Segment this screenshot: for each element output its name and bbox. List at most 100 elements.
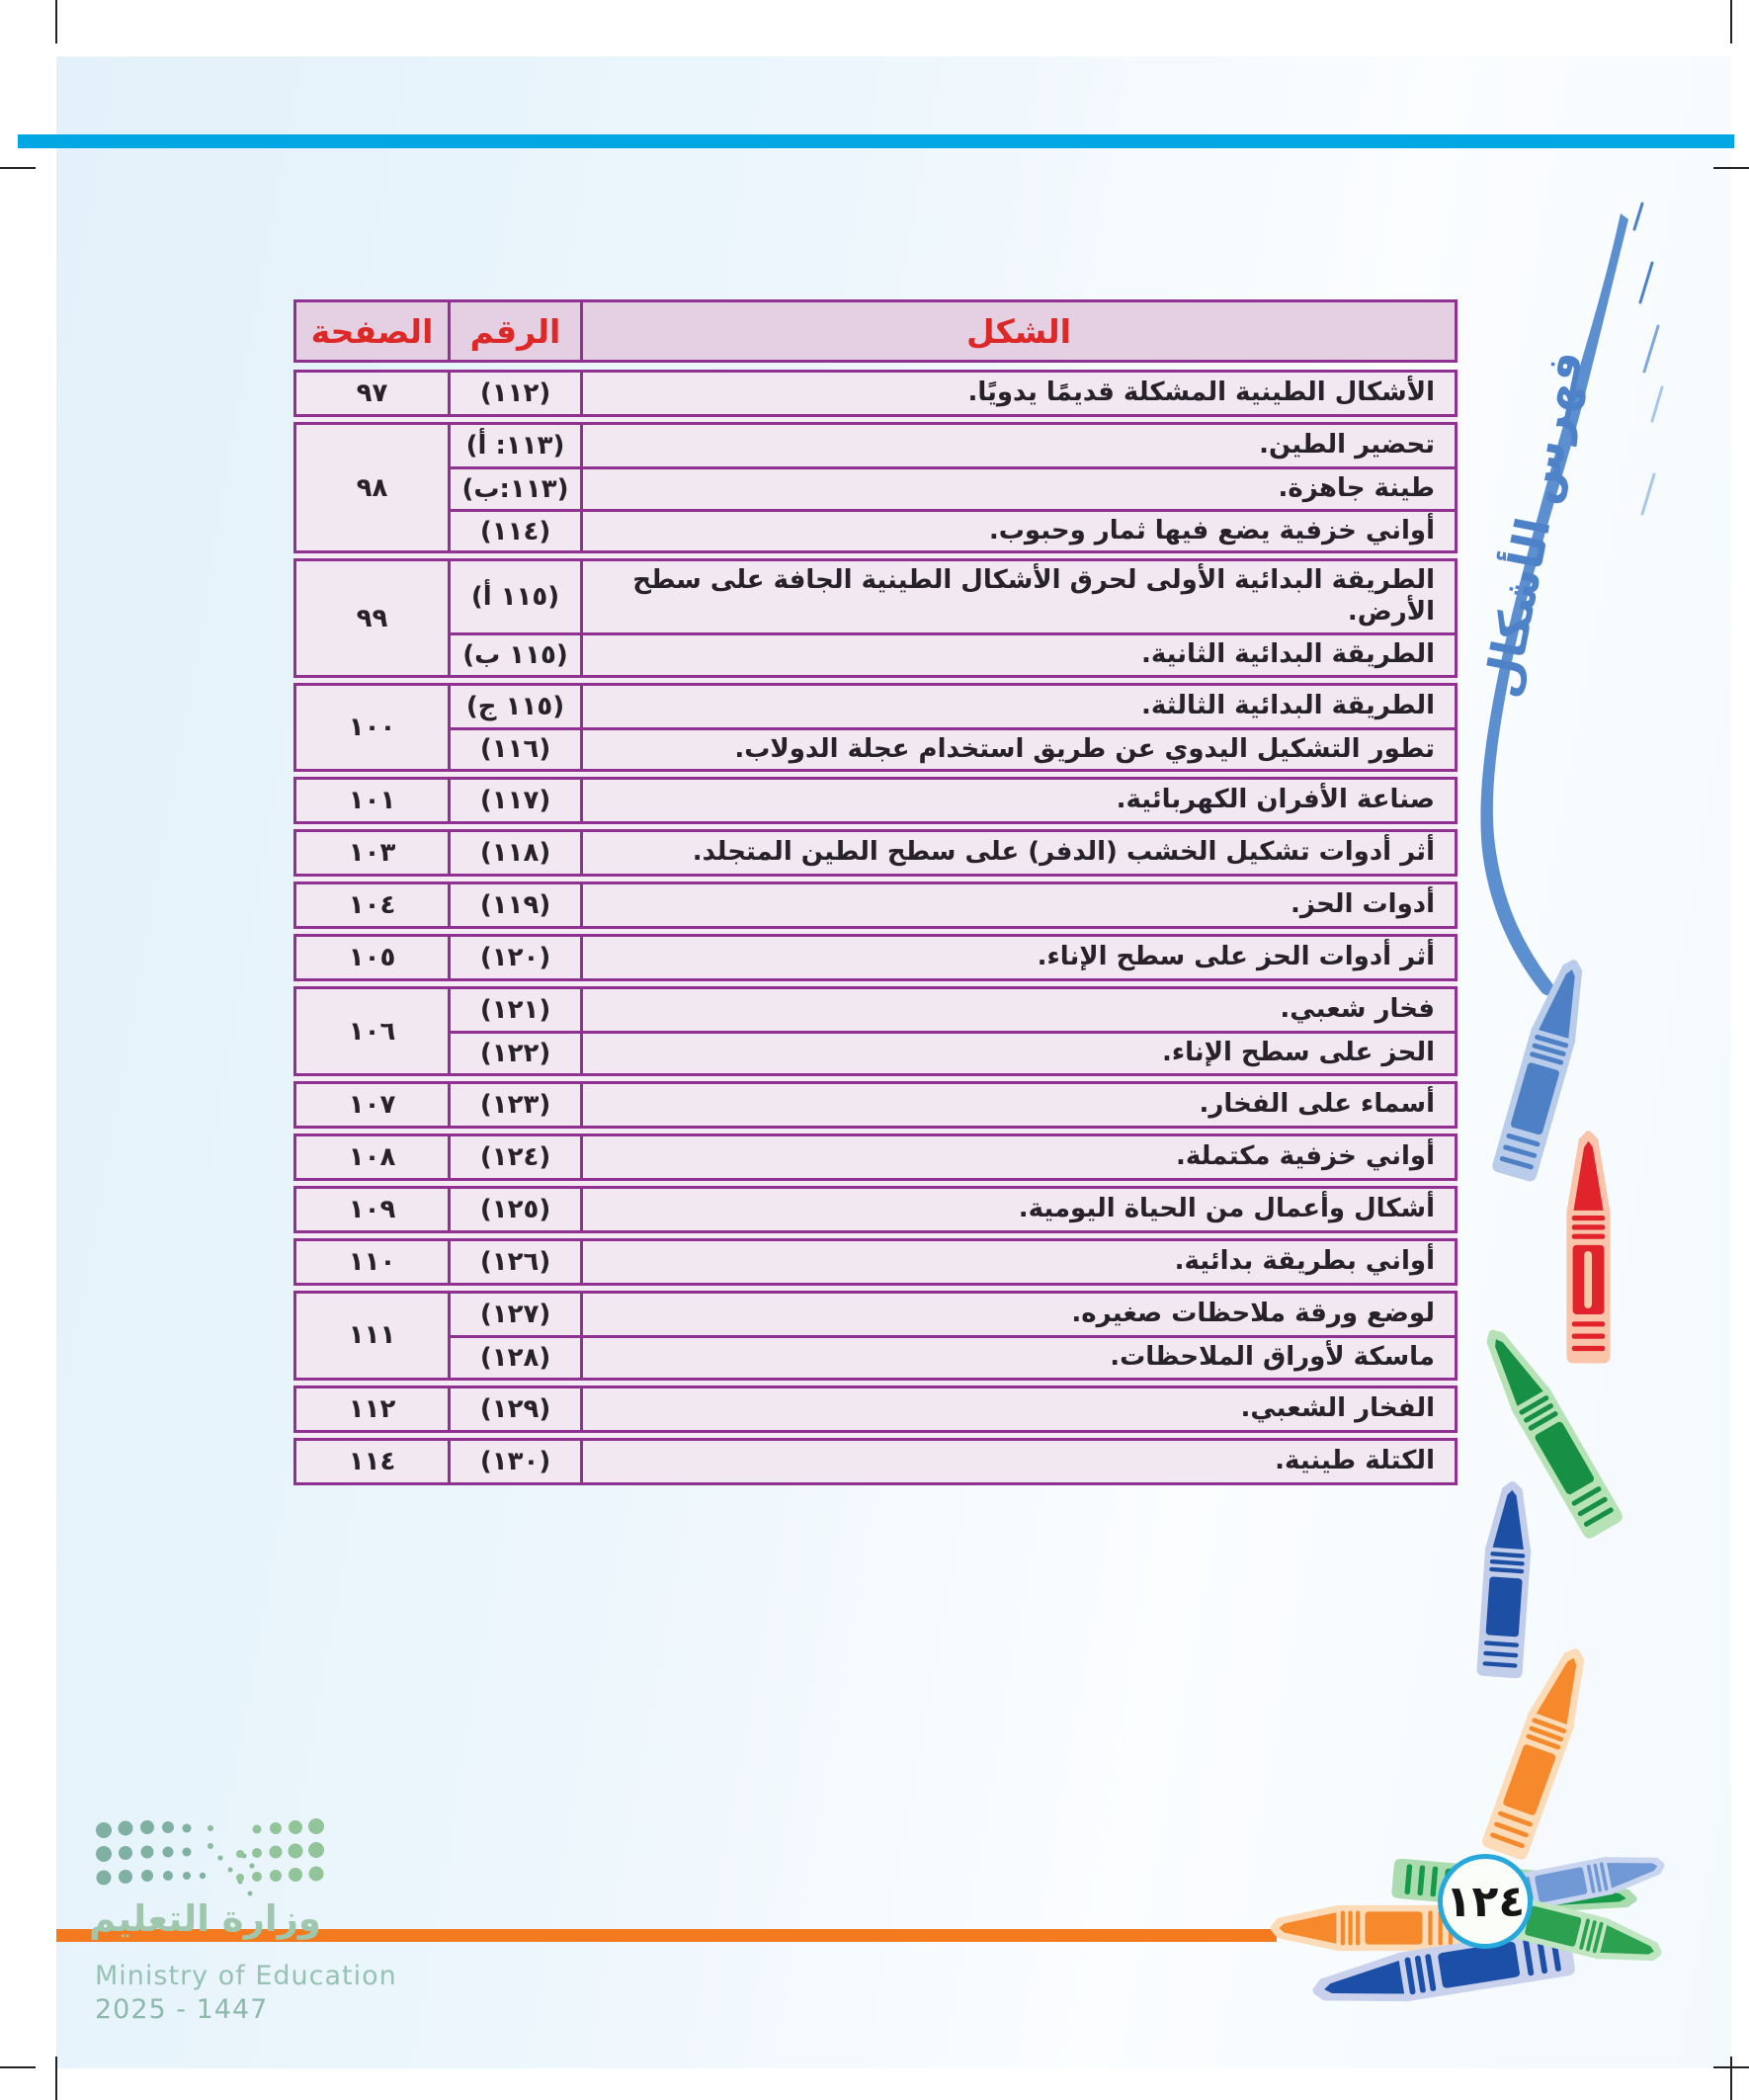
table-row-group: أشكال وأعمال من الحياة اليومية. (١٢٥) ١٠٩ — [293, 1186, 1458, 1234]
figure-number-cell: (١١٨) — [448, 832, 583, 875]
crop-mark — [0, 2066, 36, 2068]
figure-desc-cell: أواني خزفية مكتملة. — [1176, 1141, 1435, 1172]
table-row-group: أسماء على الفخار. (١٢٣) ١٠٧ — [293, 1081, 1458, 1130]
figure-number-cell: (١١٥ ب) — [448, 631, 583, 675]
figure-number-cell: (١٢٢) — [448, 1031, 583, 1074]
ministry-name-english: Ministry of Education — [95, 1961, 397, 1991]
table-row-group: أثر أدوات تشكيل الخشب (الدفر) على سطح ال… — [293, 829, 1458, 878]
page-number-cell: ٩٨ — [356, 472, 388, 503]
table-header-row: الشكل الرقم الصفحة — [293, 299, 1458, 363]
figure-number-cell: (١٢٠) — [448, 937, 583, 979]
figures-index-table: الشكل الرقم الصفحة الأشكال الطينية المشك… — [293, 299, 1458, 1485]
edition-years: 2025 - 1447 — [95, 1994, 269, 2025]
table-row-group: الفخار الشعبي. (١٢٩) ١١٢ — [293, 1385, 1458, 1433]
figure-number-cell: (١٢٩) — [448, 1387, 583, 1430]
figure-desc-cell: أواني خزفية يضع فيها ثمار وحبوب. — [583, 508, 1455, 551]
page-number-cell: ٩٩ — [356, 603, 388, 633]
bottom-accent-bar — [56, 1929, 1277, 1942]
table-row-group: الكتلة طينية. (١٣٠) ١١٤ — [293, 1437, 1458, 1485]
figure-desc-cell: أسماء على الفخار. — [1199, 1089, 1435, 1120]
page-number-cell: ١١٢ — [348, 1393, 396, 1424]
figure-desc-cell: ماسكة لأوراق الملاحظات. — [583, 1335, 1455, 1378]
table-row-group: لوضع ورقة ملاحظات صغيره. (١٢٧) ماسكة لأورا… — [293, 1291, 1458, 1381]
crop-mark — [55, 2057, 57, 2100]
figure-desc-cell: فخار شعبي. — [1280, 994, 1435, 1025]
table-row-group: الطريقة البدائية الثالثة. (١١٥ ج) تطور الت… — [293, 682, 1458, 773]
crop-mark — [1730, 0, 1732, 43]
page-number-cell: ١٠٤ — [348, 890, 396, 921]
figure-number-cell: (١٢٥) — [448, 1189, 583, 1231]
figure-number-cell: (١٢٨) — [448, 1335, 583, 1378]
figure-desc-cell: طينة جاهزة. — [583, 466, 1455, 509]
header-figure: الشكل — [966, 311, 1071, 351]
page-number-cell: ١١١ — [348, 1320, 396, 1351]
page-number-cell: ١٠١ — [348, 786, 396, 816]
table-row-group: صناعة الأفران الكهربائية. (١١٧) ١٠١ — [293, 777, 1458, 825]
figure-desc-cell: صناعة الأفران الكهربائية. — [1116, 785, 1435, 815]
crop-mark — [0, 167, 36, 169]
figure-desc-cell: تحضير الطين. — [1259, 430, 1435, 461]
figure-number-cell: (١١٣: أ) — [448, 425, 583, 466]
figure-desc-cell: تطور التشكيل اليدوي عن طريق استخدام عجلة… — [583, 726, 1455, 770]
table-row-group: الطريقة البدائية الأولى لحرق الأشكال الط… — [293, 558, 1458, 678]
figure-number-cell: (١١٦) — [448, 726, 583, 770]
page-number-cell: ١٠٠ — [348, 712, 396, 742]
crayon-orange-horizontal — [1271, 1904, 1464, 1952]
figure-desc-cell: لوضع ورقة ملاحظات صغيره. — [1071, 1299, 1435, 1329]
figure-number-cell: (١٢٤) — [448, 1136, 583, 1179]
page-number-cell: ١٠٩ — [348, 1195, 396, 1225]
ministry-name-arabic: وزارة التعليم — [89, 1897, 321, 1940]
figure-number-cell: (١١٩) — [448, 884, 583, 927]
figure-desc-cell: أثر أدوات الحز على سطح الإناء. — [1037, 942, 1435, 972]
figure-desc-cell: أشكال وأعمال من الحياة اليومية. — [1018, 1194, 1435, 1224]
page-number-cell: ٩٧ — [356, 378, 388, 408]
figure-desc-cell: أثر أدوات تشكيل الخشب (الدفر) على سطح ال… — [692, 837, 1435, 868]
figure-number-cell: (١١٢) — [448, 373, 583, 414]
figure-number-cell: (١١٤) — [448, 508, 583, 551]
figure-desc-cell: الطريقة البدائية الثالثة. — [1141, 690, 1435, 720]
figure-number-cell: (١٣٠) — [448, 1440, 583, 1482]
crayon-red — [1566, 1132, 1612, 1366]
page-number: ١٢٤ — [1445, 1876, 1526, 1927]
ministry-logo-icon — [96, 1818, 324, 1896]
figure-number-cell: (١٢٧) — [448, 1294, 583, 1336]
figure-desc-cell: الفخار الشعبي. — [1240, 1392, 1435, 1423]
page-number-cell: ١١٠ — [348, 1247, 396, 1278]
figure-number-cell: (١٢٣) — [448, 1084, 583, 1127]
figure-number-cell: (١٢١) — [448, 989, 583, 1032]
crop-mark — [55, 0, 57, 43]
page-number-cell: ١٠٦ — [348, 1016, 396, 1047]
crop-mark — [1730, 2057, 1732, 2100]
table-row-group: أواني خزفية مكتملة. (١٢٤) ١٠٨ — [293, 1134, 1458, 1182]
figure-number-cell: (١١٣:ب) — [448, 466, 583, 509]
figure-desc-cell: الطريقة البدائية الأولى لحرق الأشكال الط… — [632, 565, 1435, 628]
figure-number-cell: (١١٥ ج) — [448, 685, 583, 727]
page-number-cell: ١٠٨ — [348, 1142, 396, 1173]
page-number-cell: ١٠٧ — [348, 1090, 396, 1121]
top-accent-bar — [18, 134, 1734, 148]
page-number-cell: ١٠٥ — [348, 943, 396, 973]
crop-mark — [1713, 167, 1749, 169]
crop-mark — [1713, 2066, 1749, 2068]
figure-desc-cell: أواني بطريقة بدائية. — [1174, 1246, 1435, 1277]
figure-desc-cell: أدوات الحز. — [1291, 889, 1435, 920]
table-row-group: فخار شعبي. (١٢١) الحز على سطح الإناء. (١٢٢)… — [293, 986, 1458, 1077]
page-number-cell: ١١٤ — [348, 1446, 396, 1476]
table-row-group: أواني بطريقة بدائية. (١٢٦) ١١٠ — [293, 1238, 1458, 1287]
page-number-cell: ١٠٣ — [348, 838, 396, 869]
figure-number-cell: (١٢٦) — [448, 1241, 583, 1284]
figure-desc-cell: الأشكال الطينية المشكلة قديمًا يدويًا. — [967, 378, 1435, 408]
figure-desc-cell: الطريقة البدائية الثانية. — [583, 631, 1455, 675]
figure-desc-cell: الحز على سطح الإناء. — [583, 1031, 1455, 1073]
table-row-group: أثر أدوات الحز على سطح الإناء. (١٢٠) ١٠٥ — [293, 934, 1458, 982]
table-row-group: أدوات الحز. (١١٩) ١٠٤ — [293, 882, 1458, 930]
brush-swoosh-decoration — [1480, 202, 1664, 996]
figure-desc-cell: الكتلة طينية. — [1275, 1445, 1435, 1475]
figure-number-cell: (١١٧) — [448, 780, 583, 822]
header-page: الصفحة — [310, 311, 434, 351]
page-number-badge: ١٢٤ — [1438, 1854, 1533, 1949]
table-row-group: الأشكال الطينية المشكلة قديمًا يدويًا. (١… — [293, 370, 1458, 417]
header-number: الرقم — [448, 302, 583, 360]
table-row-group: تحضير الطين. (١١٣: أ) طينة جاهزة. (١١٣:ب) أو… — [293, 422, 1458, 554]
table-body: الأشكال الطينية المشكلة قديمًا يدويًا. (١… — [293, 370, 1458, 1485]
